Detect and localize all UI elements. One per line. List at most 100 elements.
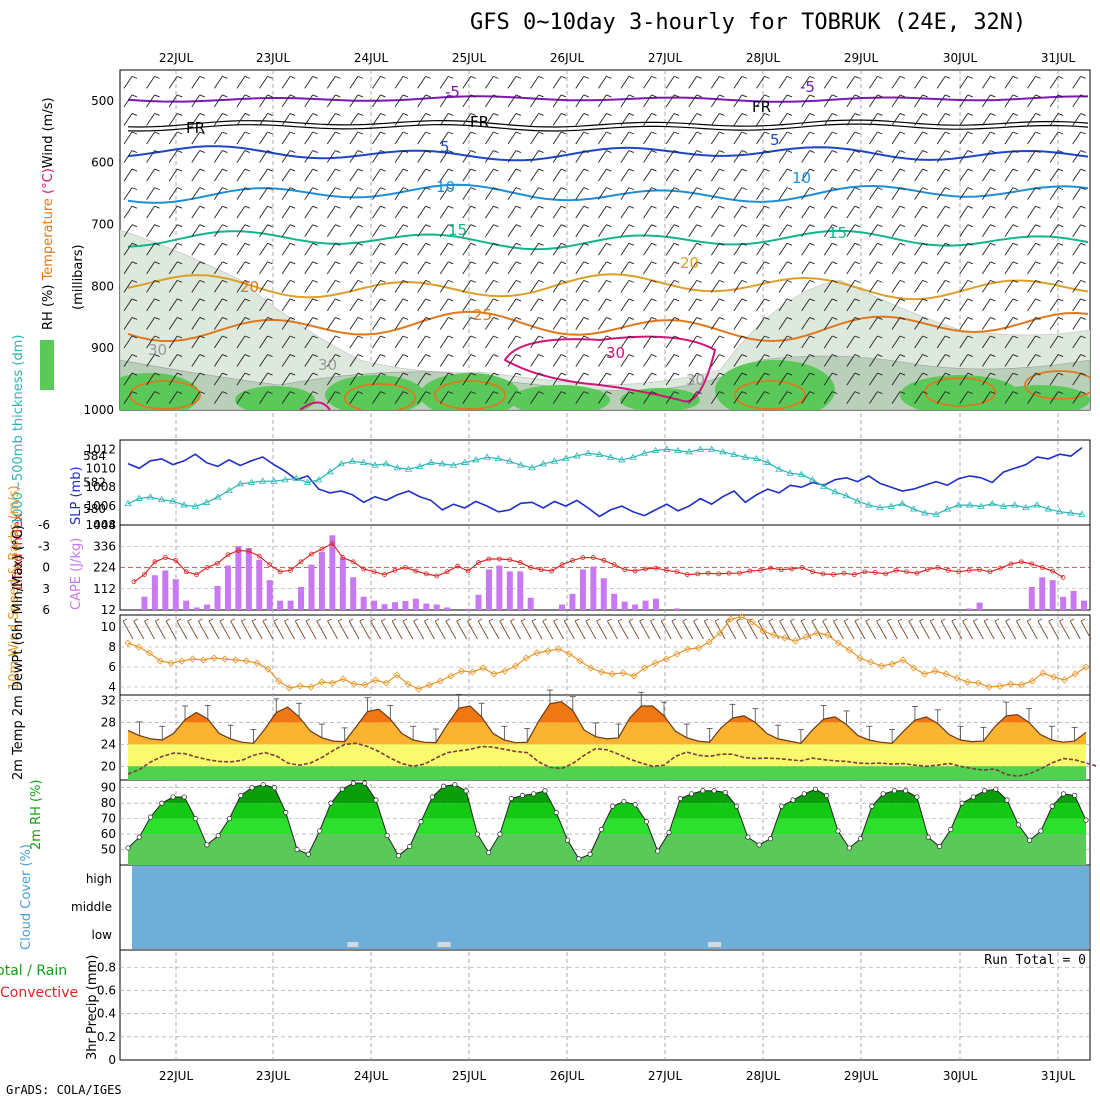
wind-barb: [417, 317, 431, 330]
wind-barb: [778, 205, 793, 219]
thickness-marker: [1055, 507, 1064, 515]
wind-barb: [462, 224, 476, 237]
barb-flag: [673, 131, 680, 135]
wind-barb: [1049, 75, 1064, 89]
barb-flag: [877, 205, 883, 209]
barb-staff: [733, 298, 743, 312]
barb-staff: [326, 317, 336, 330]
barb-flag: [651, 354, 657, 357]
wind10-barb-flag: [1026, 618, 1032, 622]
wind-barb: [123, 205, 138, 219]
wind-barb: [462, 298, 476, 312]
cape-ylabel-text: CAPE (J/kg): [69, 538, 84, 610]
wind-barb: [1072, 335, 1086, 349]
barb-flag: [561, 168, 567, 172]
barb-staff: [1004, 261, 1014, 275]
barb-staff: [801, 391, 811, 404]
barb-flag: [1057, 354, 1064, 357]
wind-barb: [869, 261, 883, 275]
wind-barb: [146, 354, 160, 367]
barb-staff: [326, 224, 336, 237]
barb-flag: [357, 242, 364, 246]
barb-staff: [417, 187, 427, 200]
wind10-marker: [942, 670, 950, 678]
barb-staff: [914, 391, 923, 404]
barb-staff: [485, 150, 494, 163]
barb-flag: [877, 372, 883, 376]
barb-staff: [756, 150, 765, 163]
barb-flag: [425, 354, 431, 357]
li-marker: [131, 579, 137, 585]
barb-staff: [846, 280, 856, 293]
barb-flag: [786, 187, 793, 191]
wind10-barb-flag: [391, 618, 397, 622]
barb-flag: [222, 131, 228, 135]
panel-frame-precip: [119, 949, 1091, 1061]
barb-flag: [1057, 168, 1064, 172]
barb-staff: [326, 261, 336, 275]
barb-flag: [1057, 298, 1064, 302]
barb-staff: [733, 205, 743, 219]
barb-staff: [372, 168, 381, 182]
barb-flag: [967, 187, 973, 191]
barb-flag: [515, 94, 522, 98]
wind-barb: [417, 372, 431, 386]
barb-flag: [131, 150, 138, 153]
barb-staff: [1004, 94, 1014, 108]
barb-flag: [380, 317, 386, 320]
wind-barb: [394, 224, 409, 237]
wind10-marker: [318, 678, 326, 686]
barb-staff: [349, 391, 359, 404]
barb-flag: [515, 261, 522, 265]
barb-flag: [199, 205, 205, 209]
barb-staff: [326, 205, 336, 219]
wind-barb: [936, 131, 951, 145]
wind10-marker: [156, 657, 164, 665]
wind10-barb: [671, 620, 683, 640]
barb-flag: [493, 187, 499, 191]
wind-barb: [733, 261, 748, 275]
li-marker: [392, 567, 398, 573]
barb-flag: [809, 298, 815, 302]
wind-barb: [168, 150, 183, 163]
barb-staff: [417, 261, 427, 275]
barb-flag: [222, 224, 228, 228]
barb-flag: [628, 298, 635, 302]
barb-flag: [470, 261, 476, 265]
barb-flag: [335, 75, 341, 79]
wind-barb: [801, 205, 815, 219]
barb-flag: [967, 150, 973, 153]
barb-flag: [312, 372, 318, 376]
barb-staff: [846, 113, 856, 126]
wind-barb: [801, 150, 815, 163]
thickness-marker: [707, 445, 716, 452]
contour-label: -5: [445, 83, 460, 101]
wind-barb: [914, 205, 928, 219]
barb-flag: [832, 187, 838, 191]
wind10-barb: [477, 620, 489, 640]
barb-staff: [710, 187, 720, 200]
barb-staff: [620, 76, 630, 89]
wind-barb: [236, 205, 251, 219]
wind-barb: [530, 242, 544, 256]
barb-staff: [462, 224, 472, 237]
wind-barb: [914, 242, 928, 256]
barb-flag: [244, 279, 251, 283]
rh-marker: [215, 833, 221, 839]
thickness-marker: [1078, 510, 1086, 517]
barb-flag: [696, 391, 702, 395]
wind-barb: [936, 372, 951, 386]
barb-flag: [696, 298, 702, 302]
barb-staff: [597, 261, 607, 275]
barb-staff: [891, 335, 901, 349]
contour-30-small: [299, 401, 331, 410]
top-date-label: 30JUL: [943, 51, 978, 65]
wind-barb: [462, 391, 476, 404]
wind-barb: [914, 335, 928, 349]
wind10-barb: [520, 620, 532, 640]
thickness-marker: [438, 460, 446, 467]
barb-staff: [259, 131, 268, 145]
wind10-barb: [348, 620, 360, 640]
wind-barb: [1072, 150, 1086, 163]
wind10-barb-flag: [693, 618, 698, 622]
